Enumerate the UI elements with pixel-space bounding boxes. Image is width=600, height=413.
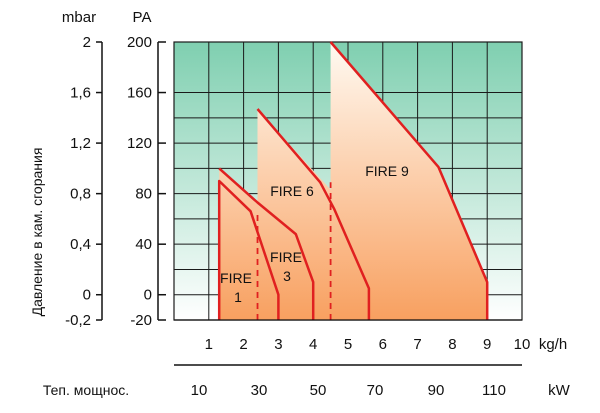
pa-tick-label: 40 (135, 236, 152, 253)
kw-tick-label: 70 (367, 382, 384, 399)
series-label: FIRE 6 (270, 183, 314, 199)
kw-tick-label: 30 (251, 382, 268, 399)
pa-tick-label: 200 (127, 34, 152, 51)
mbar-tick-label: 1,6 (70, 85, 91, 102)
mbar-tick-label: 0,4 (70, 236, 91, 253)
series-label: 3 (283, 268, 291, 284)
x-tick-label: 7 (413, 336, 421, 353)
mbar-tick-label: -0,2 (65, 312, 91, 329)
series-lines (217, 41, 489, 320)
x-tick-label: 6 (379, 336, 387, 353)
y-axis-title: Давление в кам. сгорания (29, 148, 45, 317)
mbar-tick-label: 0,8 (70, 186, 91, 203)
series-line (329, 41, 489, 320)
x-tick-label: 4 (309, 336, 317, 353)
axes: mbar PA 200 160 120 80 40 0 -20 2 1,6 1,2 0,8 0,4 0 -0,… (29, 9, 571, 399)
series-line (256, 108, 371, 320)
kw-unit-label: kW (548, 382, 571, 399)
kw-tick-label: 50 (310, 382, 327, 399)
pa-unit-label: PA (133, 9, 152, 26)
x-tick-label: 2 (239, 336, 247, 353)
series-label: FIRE (270, 249, 302, 265)
series-label: FIRE 9 (365, 163, 409, 179)
series-line (217, 179, 280, 320)
pa-tick-label: 80 (135, 186, 152, 203)
series-label: FIRE (220, 270, 252, 286)
operating-area-fill (219, 42, 488, 320)
mbar-unit-label: mbar (62, 9, 96, 26)
pa-tick-label: -20 (130, 312, 152, 329)
pa-tick-label: 120 (127, 135, 152, 152)
pa-tick-label: 160 (127, 85, 152, 102)
x-tick-label: 3 (274, 336, 282, 353)
x-unit-label: kg/h (539, 336, 567, 353)
x-tick-label: 1 (205, 336, 213, 353)
x-tick-label: 5 (344, 336, 352, 353)
series-labels: FIRE 1 FIRE 3 FIRE 6 FIRE 9 (220, 163, 409, 305)
pa-tick-label: 0 (144, 287, 152, 304)
operating-area (219, 42, 488, 320)
series-label: 1 (234, 289, 242, 305)
x-tick-label: 9 (483, 336, 491, 353)
kw-tick-label: 10 (191, 382, 208, 399)
x-tick-label: 10 (514, 336, 531, 353)
mbar-tick-label: 2 (83, 34, 91, 51)
kw-axis-caption: Теп. мощнос. (43, 382, 129, 398)
mbar-tick-label: 1,2 (70, 135, 91, 152)
series-line (218, 167, 315, 320)
x-tick-label: 8 (448, 336, 456, 353)
kw-tick-label: 110 (482, 382, 506, 399)
mbar-tick-label: 0 (83, 287, 91, 304)
kw-tick-label: 90 (428, 382, 445, 399)
